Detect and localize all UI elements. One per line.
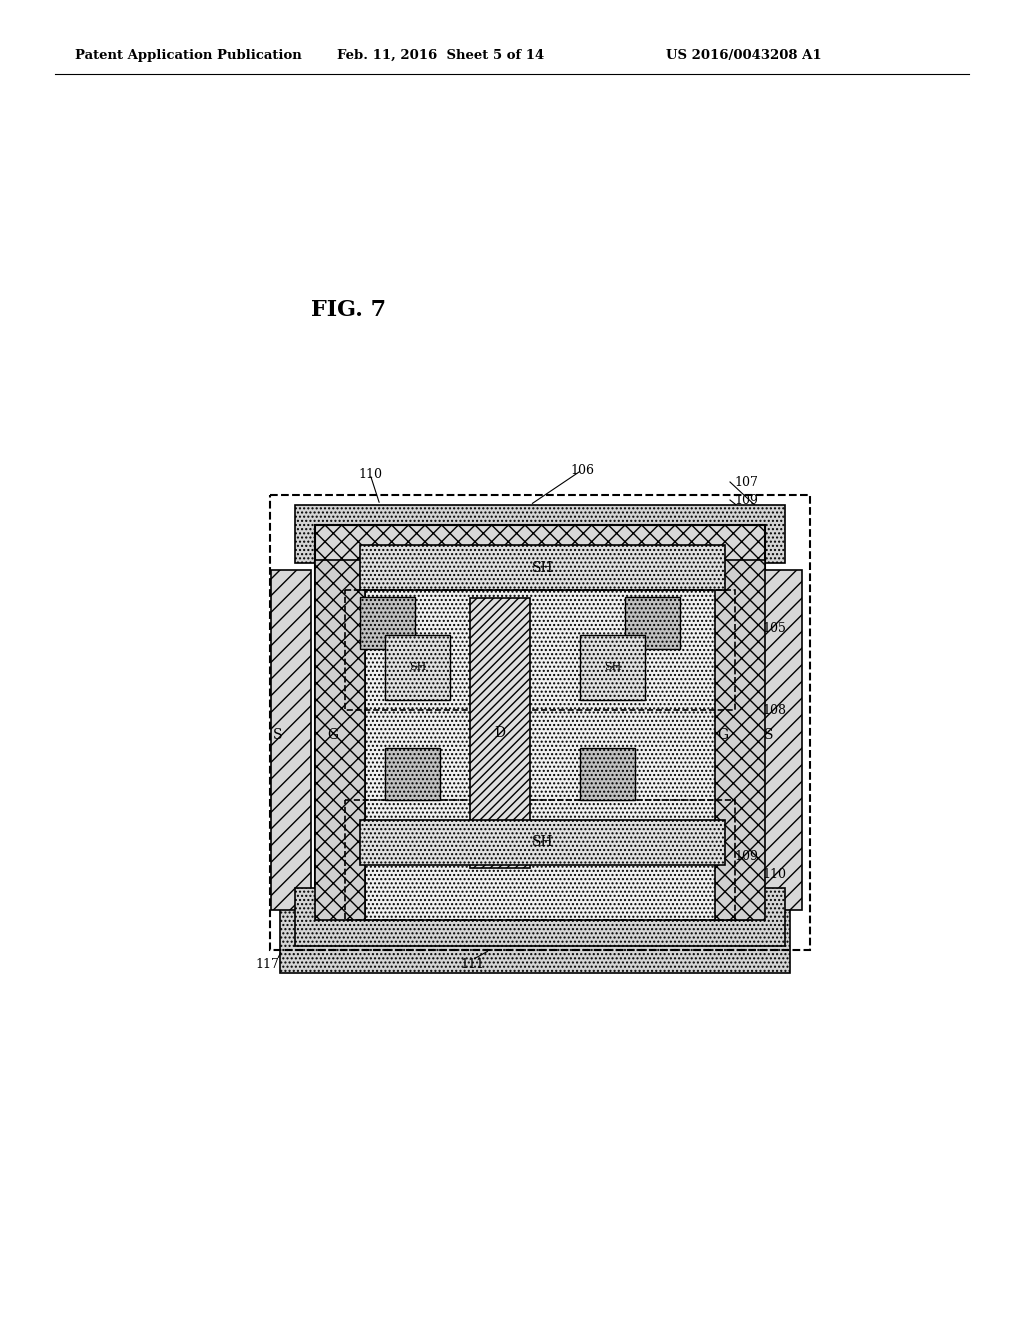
Text: 110: 110 [762, 869, 786, 882]
Text: 111: 111 [460, 958, 484, 972]
Bar [360, 820, 725, 865]
Bar [762, 570, 802, 909]
Bar [385, 748, 440, 800]
Text: D: D [495, 726, 506, 741]
Text: US 2016/0043208 A1: US 2016/0043208 A1 [666, 49, 821, 62]
Text: SH: SH [604, 663, 622, 672]
Text: SH: SH [531, 561, 553, 574]
Text: G: G [718, 729, 728, 742]
Bar [580, 635, 645, 700]
Text: Patent Application Publication: Patent Application Publication [75, 49, 302, 62]
Bar [345, 590, 735, 710]
Text: S: S [273, 729, 283, 742]
Text: SH: SH [409, 663, 426, 672]
Text: 105: 105 [762, 622, 785, 635]
Bar [295, 506, 785, 564]
Text: 108: 108 [762, 704, 786, 717]
Text: 117: 117 [255, 958, 279, 972]
Bar [360, 597, 415, 649]
Bar [470, 598, 530, 869]
Text: SH: SH [531, 836, 553, 850]
Text: FIG. 7: FIG. 7 [310, 300, 386, 321]
Bar [580, 748, 635, 800]
Bar [271, 570, 311, 909]
Bar [270, 495, 810, 950]
Text: 106: 106 [570, 463, 594, 477]
Bar [365, 590, 750, 920]
Bar [715, 560, 765, 920]
Text: 109: 109 [734, 494, 758, 507]
Bar [625, 597, 680, 649]
Bar [315, 560, 365, 920]
Text: G: G [328, 729, 339, 742]
Text: 109: 109 [734, 850, 758, 862]
Bar [280, 908, 790, 973]
Text: Feb. 11, 2016  Sheet 5 of 14: Feb. 11, 2016 Sheet 5 of 14 [337, 49, 544, 62]
Bar [295, 888, 785, 946]
Bar [385, 635, 450, 700]
Bar [315, 525, 765, 915]
Text: 107: 107 [734, 475, 758, 488]
Bar [345, 800, 735, 920]
Text: S: S [764, 729, 774, 742]
Text: 110: 110 [358, 467, 382, 480]
Bar [360, 545, 725, 590]
